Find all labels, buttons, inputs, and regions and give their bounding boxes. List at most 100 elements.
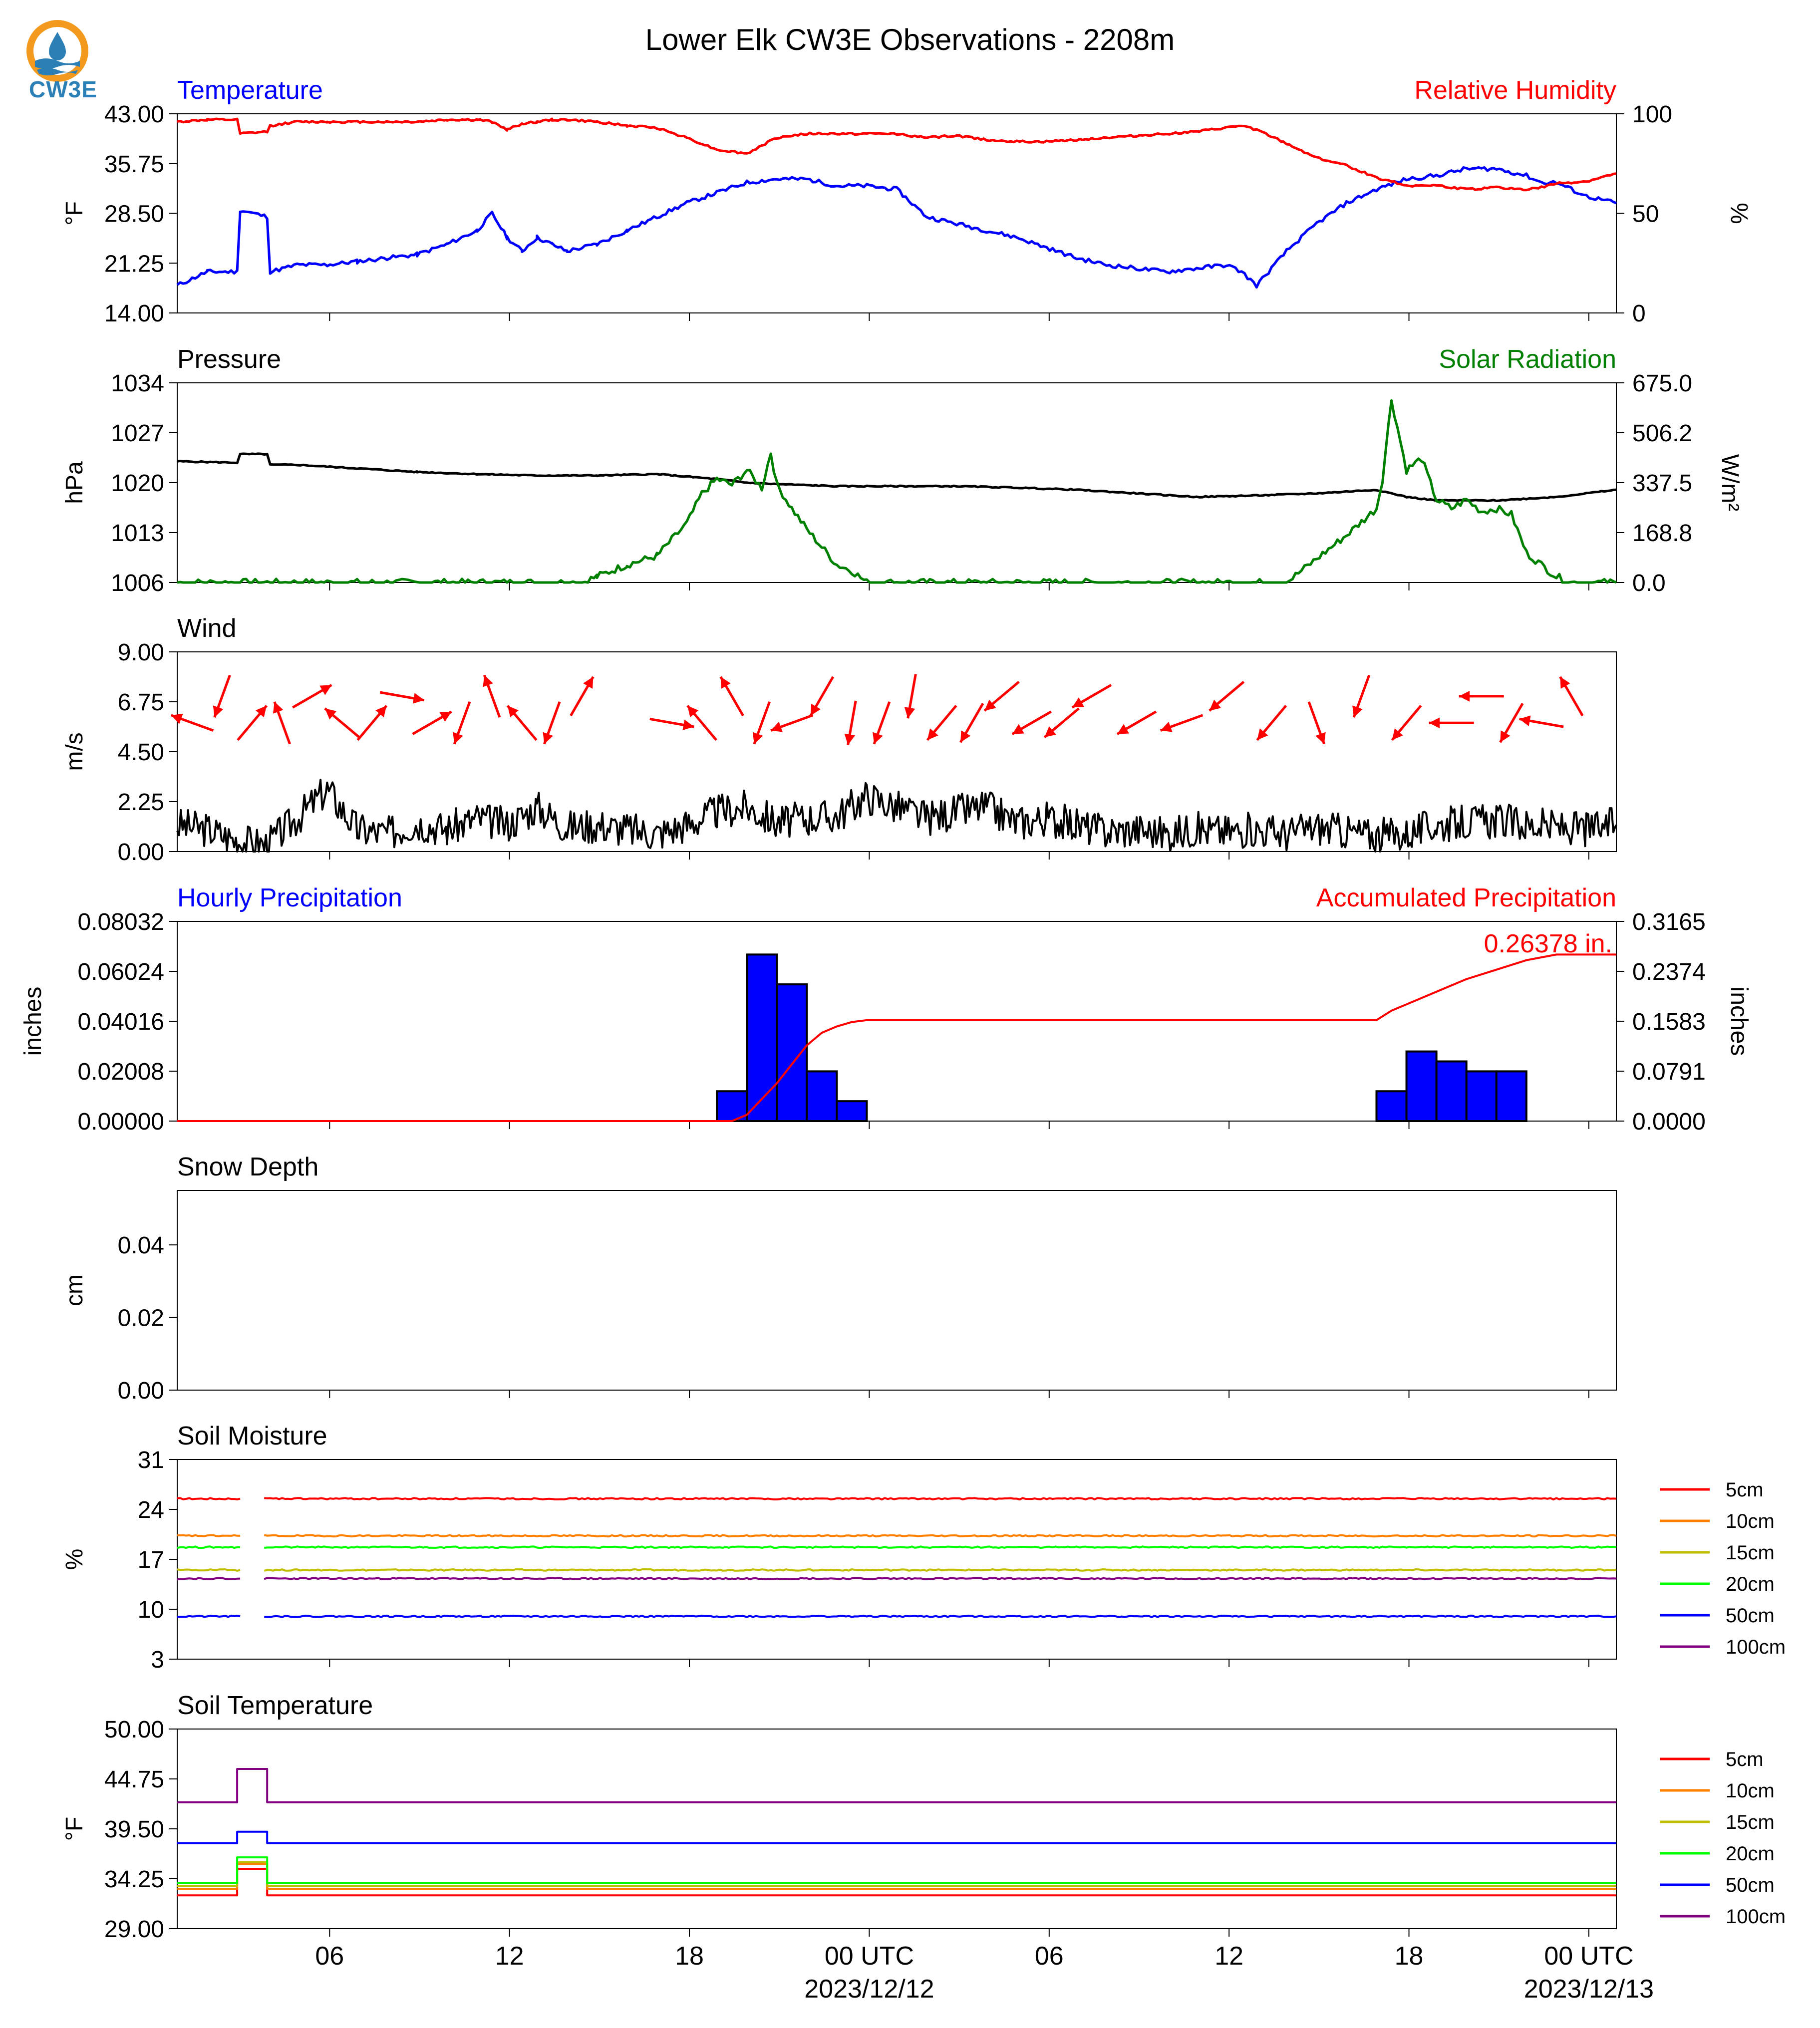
y-tick-label-left: 0.06024 [77,959,164,985]
wind-arrow-head [255,705,267,718]
legend-label: 50cm [1726,1874,1775,1896]
hourly-precip-bar [1405,1050,1438,1123]
x-date-label: 2023/12/13 [1524,1975,1654,2004]
y-tick-label-left: 10 [138,1597,164,1623]
wind-arrow-head [687,705,699,718]
wind-arrow-head [682,719,694,731]
y-tick-label-left: 17 [138,1547,164,1573]
y-tick-label-left: 34.25 [104,1866,164,1893]
y-axis-label-right: % [1726,203,1752,224]
panel-title-left: Hourly Precipitation [177,883,402,912]
y-tick-label-left: 1020 [111,470,164,497]
wind-arrow-head [844,733,856,745]
wind-arrow-head [213,705,224,718]
y-tick-label-right: 100 [1632,101,1672,128]
y-tick-label-right: 0.3165 [1632,909,1706,935]
y-axis-label-left: °F [61,201,88,226]
y-tick-label-left: 0.04016 [77,1009,164,1035]
wind-arrow-head [1459,690,1470,702]
wind-arrow-head [453,732,463,744]
y-tick-label-left: 0.02 [118,1305,164,1332]
legend-label: 20cm [1726,1573,1775,1595]
wind-arrow-head [770,722,783,732]
panel-title-right: Accumulated Precipitation [1316,883,1616,912]
wind-arrow-head [720,676,731,689]
x-date-label: 2023/12/12 [804,1975,934,2004]
wind-arrow-head [507,705,519,718]
soil-temperature-line-10cm [177,1863,1616,1890]
wind-arrow-head [171,713,183,724]
y-tick-label-left: 0.08032 [77,909,164,935]
hourly-precip-bar [836,1100,868,1123]
y-tick-label-left: 44.75 [104,1766,164,1793]
panel-title-left: Soil Temperature [177,1691,373,1720]
x-tick-label: 12 [1214,1942,1243,1971]
hourly-precip-bar [776,983,808,1122]
y-tick-label-right: 0 [1632,300,1646,327]
soil-temperature-line-15cm [177,1861,1616,1887]
panel-title-left: Snow Depth [177,1153,318,1181]
legend-label: 20cm [1726,1843,1775,1865]
y-tick-label-left: 1006 [111,570,164,596]
y-tick-label-right: 0.0000 [1632,1109,1706,1135]
wind-arrow-head [1352,705,1363,718]
panel-frame-5 [177,1459,1617,1660]
y-tick-label-left: 0.04 [118,1232,164,1259]
soil-moisture-line-50cm [177,1614,241,1618]
panel-title-right: Solar Radiation [1439,345,1616,374]
panel-title-right: Relative Humidity [1414,76,1616,105]
y-tick-label-right: 0.1583 [1632,1009,1706,1035]
wind-arrow-head [439,711,452,722]
y-axis-label-left: % [61,1549,88,1570]
soil-moisture-line-10cm [264,1534,1617,1538]
soil-temperature-line-50cm [177,1830,1616,1844]
y-tick-label-left: 6.75 [118,689,164,716]
x-tick-label: 18 [675,1942,704,1971]
y-axis-label-left: °F [61,1817,88,1841]
x-tick-label: 06 [1035,1942,1064,1971]
pressure-line [177,452,1617,503]
legend-label: 50cm [1726,1605,1775,1627]
wind-arrow-head [752,732,763,744]
y-tick-label-left: 3 [151,1647,164,1673]
y-tick-label-left: 35.75 [104,151,164,178]
soil-moisture-line-100cm [177,1577,241,1580]
wind-arrow-head [1072,697,1084,708]
y-tick-label-left: 29.00 [104,1916,164,1943]
chart-title: Lower Elk CW3E Observations - 2208m [645,23,1175,56]
soil-temperature-line-100cm [177,1768,1616,1803]
legend-label: 10cm [1726,1510,1775,1532]
hourly-precip-bar [1465,1070,1498,1123]
x-tick-label: 06 [315,1942,344,1971]
y-axis-label-right: W/m² [1717,454,1743,512]
soil-moisture-line-5cm [177,1497,241,1500]
wind-arrow-head [904,707,915,719]
wind-arrow-head [1560,676,1570,689]
logo-icon [26,20,88,82]
y-tick-label-left: 0.00 [118,839,164,866]
y-tick-label-right: 0.0 [1632,570,1666,596]
wind-arrow-head [375,705,387,718]
hourly-precip-bar [1435,1060,1468,1122]
y-tick-label-right: 0.0791 [1632,1059,1706,1085]
accumulated-precip-line [177,953,1616,1122]
hourly-precip-bar [746,953,778,1123]
wind-arrow-head [324,708,337,720]
y-tick-label-left: 1027 [111,420,164,447]
panel-title-left: Temperature [177,76,323,105]
wind-arrow-head [1315,732,1326,744]
panel-frame-0 [177,113,1617,313]
panel-title-left: Pressure [177,345,281,374]
soil-moisture-line-15cm [177,1568,241,1572]
wind-arrow-head [1044,726,1056,738]
hourly-precip-bar [1495,1070,1527,1123]
y-axis-label-left: m/s [61,732,88,771]
legend-label: 15cm [1726,1542,1775,1564]
y-tick-label-left: 39.50 [104,1816,164,1843]
legend-label: 100cm [1726,1906,1786,1928]
humidity-line [177,117,1617,192]
x-tick-label: 12 [495,1942,524,1971]
wind-arrow-head [319,685,332,695]
solar-radiation-line [177,399,1617,584]
